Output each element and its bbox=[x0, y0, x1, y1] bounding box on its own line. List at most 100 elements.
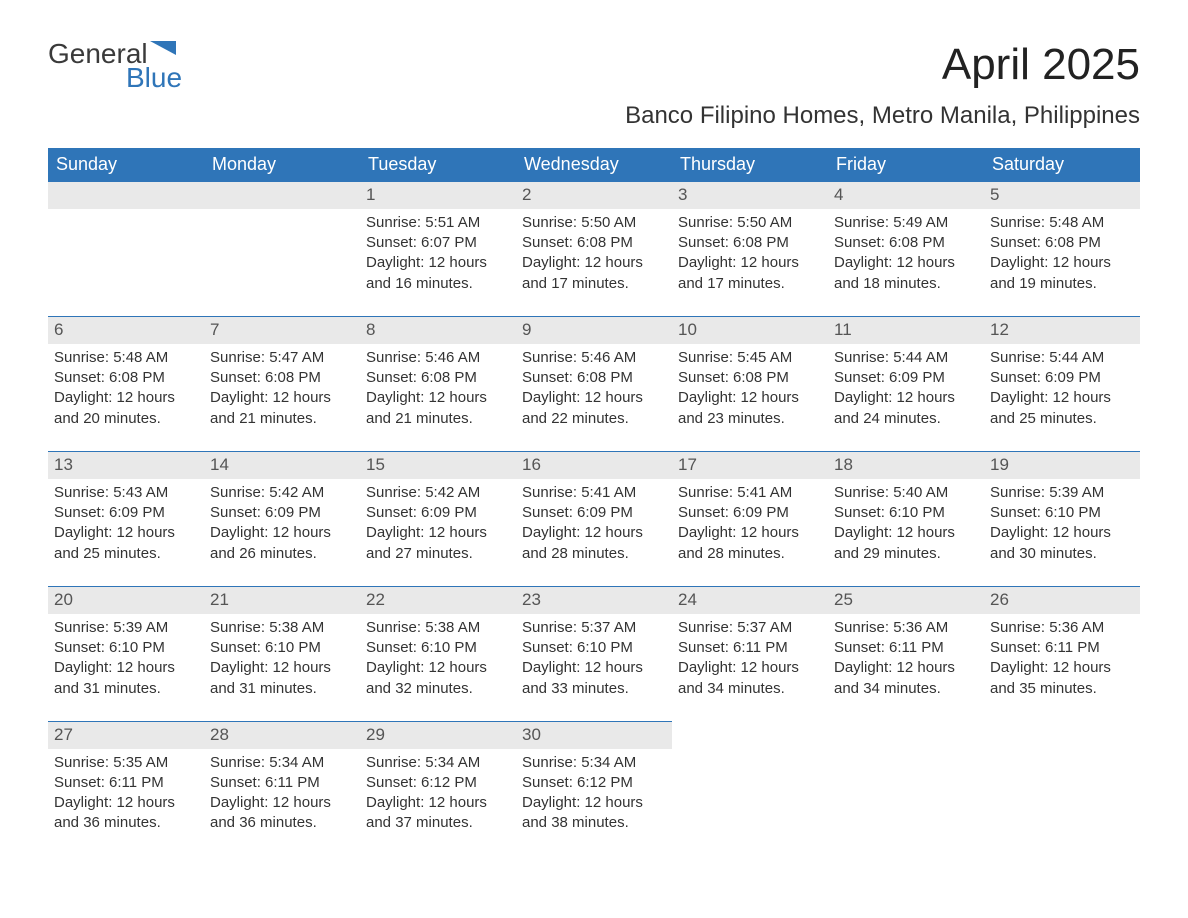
day-number: 28 bbox=[204, 722, 360, 749]
day-number: 19 bbox=[984, 452, 1140, 479]
day-number: 8 bbox=[360, 317, 516, 344]
col-monday: Monday bbox=[204, 148, 360, 182]
day-cell: 6Sunrise: 5:48 AMSunset: 6:08 PMDaylight… bbox=[48, 316, 204, 451]
day-details: Sunrise: 5:41 AMSunset: 6:09 PMDaylight:… bbox=[522, 483, 666, 564]
col-saturday: Saturday bbox=[984, 148, 1140, 182]
daylight-line: Daylight: 12 hours and 17 minutes. bbox=[678, 253, 822, 294]
day-number: 17 bbox=[672, 452, 828, 479]
day-number: 14 bbox=[204, 452, 360, 479]
day-details: Sunrise: 5:50 AMSunset: 6:08 PMDaylight:… bbox=[678, 213, 822, 294]
sunset-line: Sunset: 6:08 PM bbox=[990, 233, 1134, 253]
day-details: Sunrise: 5:50 AMSunset: 6:08 PMDaylight:… bbox=[522, 213, 666, 294]
day-cell: 21Sunrise: 5:38 AMSunset: 6:10 PMDayligh… bbox=[204, 586, 360, 721]
daylight-line: Daylight: 12 hours and 36 minutes. bbox=[210, 793, 354, 834]
daylight-line: Daylight: 12 hours and 21 minutes. bbox=[210, 388, 354, 429]
day-cell: 8Sunrise: 5:46 AMSunset: 6:08 PMDaylight… bbox=[360, 316, 516, 451]
day-details: Sunrise: 5:38 AMSunset: 6:10 PMDaylight:… bbox=[210, 618, 354, 699]
day-details: Sunrise: 5:49 AMSunset: 6:08 PMDaylight:… bbox=[834, 213, 978, 294]
daylight-line: Daylight: 12 hours and 17 minutes. bbox=[522, 253, 666, 294]
day-cell: 3 Sunrise: 5:50 AMSunset: 6:08 PMDaylight… bbox=[672, 182, 828, 317]
daylight-line: Daylight: 12 hours and 36 minutes. bbox=[54, 793, 198, 834]
day-number: 2 bbox=[516, 182, 672, 209]
day-details: Sunrise: 5:40 AMSunset: 6:10 PMDaylight:… bbox=[834, 483, 978, 564]
day-number bbox=[828, 721, 984, 748]
sunrise-line: Sunrise: 5:34 AM bbox=[210, 753, 354, 773]
day-number: 22 bbox=[360, 587, 516, 614]
day-number: 10 bbox=[672, 317, 828, 344]
day-details: Sunrise: 5:42 AMSunset: 6:09 PMDaylight:… bbox=[210, 483, 354, 564]
day-details: Sunrise: 5:51 AMSunset: 6:07 PMDaylight:… bbox=[366, 213, 510, 294]
daylight-line: Daylight: 12 hours and 34 minutes. bbox=[678, 658, 822, 699]
col-wednesday: Wednesday bbox=[516, 148, 672, 182]
sunrise-line: Sunrise: 5:49 AM bbox=[834, 213, 978, 233]
day-details: Sunrise: 5:37 AMSunset: 6:10 PMDaylight:… bbox=[522, 618, 666, 699]
col-thursday: Thursday bbox=[672, 148, 828, 182]
day-number: 5 bbox=[984, 182, 1140, 209]
day-number: 25 bbox=[828, 587, 984, 614]
day-details: Sunrise: 5:44 AMSunset: 6:09 PMDaylight:… bbox=[834, 348, 978, 429]
day-number: 15 bbox=[360, 452, 516, 479]
day-cell: 13Sunrise: 5:43 AMSunset: 6:09 PMDayligh… bbox=[48, 451, 204, 586]
daylight-line: Daylight: 12 hours and 28 minutes. bbox=[522, 523, 666, 564]
week-row: 1Sunrise: 5:51 AMSunset: 6:07 PMDaylight… bbox=[48, 182, 1140, 317]
sunrise-line: Sunrise: 5:41 AM bbox=[678, 483, 822, 503]
daylight-line: Daylight: 12 hours and 22 minutes. bbox=[522, 388, 666, 429]
day-number: 30 bbox=[516, 722, 672, 749]
sunrise-line: Sunrise: 5:44 AM bbox=[834, 348, 978, 368]
day-number: 27 bbox=[48, 722, 204, 749]
daylight-line: Daylight: 12 hours and 25 minutes. bbox=[990, 388, 1134, 429]
day-cell: 11Sunrise: 5:44 AMSunset: 6:09 PMDayligh… bbox=[828, 316, 984, 451]
sunset-line: Sunset: 6:09 PM bbox=[54, 503, 198, 523]
day-number bbox=[48, 182, 204, 209]
day-details: Sunrise: 5:39 AMSunset: 6:10 PMDaylight:… bbox=[990, 483, 1134, 564]
sunset-line: Sunset: 6:09 PM bbox=[990, 368, 1134, 388]
day-cell: 14 Sunrise: 5:42 AMSunset: 6:09 PMDayligh… bbox=[204, 451, 360, 586]
day-details: Sunrise: 5:34 AMSunset: 6:11 PMDaylight:… bbox=[210, 753, 354, 834]
sunset-line: Sunset: 6:09 PM bbox=[366, 503, 510, 523]
day-cell bbox=[672, 721, 828, 855]
day-cell: 30 Sunrise: 5:34 AMSunset: 6:12 PMDayligh… bbox=[516, 721, 672, 855]
day-cell: 24Sunrise: 5:37 AMSunset: 6:11 PMDayligh… bbox=[672, 586, 828, 721]
daylight-line: Daylight: 12 hours and 16 minutes. bbox=[366, 253, 510, 294]
day-details: Sunrise: 5:45 AMSunset: 6:08 PMDaylight:… bbox=[678, 348, 822, 429]
sunset-line: Sunset: 6:09 PM bbox=[678, 503, 822, 523]
sunset-line: Sunset: 6:11 PM bbox=[54, 773, 198, 793]
sunset-line: Sunset: 6:11 PM bbox=[210, 773, 354, 793]
daylight-line: Daylight: 12 hours and 27 minutes. bbox=[366, 523, 510, 564]
sunset-line: Sunset: 6:09 PM bbox=[834, 368, 978, 388]
day-details: Sunrise: 5:34 AMSunset: 6:12 PMDaylight:… bbox=[522, 753, 666, 834]
daylight-line: Daylight: 12 hours and 28 minutes. bbox=[678, 523, 822, 564]
day-cell: 25Sunrise: 5:36 AMSunset: 6:11 PMDayligh… bbox=[828, 586, 984, 721]
sunset-line: Sunset: 6:08 PM bbox=[522, 368, 666, 388]
col-sunday: Sunday bbox=[48, 148, 204, 182]
day-number: 3 bbox=[672, 182, 828, 209]
week-row: 20Sunrise: 5:39 AMSunset: 6:10 PMDayligh… bbox=[48, 586, 1140, 721]
day-details: Sunrise: 5:48 AMSunset: 6:08 PMDaylight:… bbox=[990, 213, 1134, 294]
sunrise-line: Sunrise: 5:38 AM bbox=[366, 618, 510, 638]
day-number: 18 bbox=[828, 452, 984, 479]
day-cell bbox=[204, 182, 360, 317]
day-number: 29 bbox=[360, 722, 516, 749]
day-cell: 26Sunrise: 5:36 AMSunset: 6:11 PMDayligh… bbox=[984, 586, 1140, 721]
day-cell: 10 Sunrise: 5:45 AMSunset: 6:08 PMDayligh… bbox=[672, 316, 828, 451]
sunrise-line: Sunrise: 5:43 AM bbox=[54, 483, 198, 503]
col-friday: Friday bbox=[828, 148, 984, 182]
week-row: 27 Sunrise: 5:35 AMSunset: 6:11 PMDayligh… bbox=[48, 721, 1140, 855]
day-details: Sunrise: 5:34 AMSunset: 6:12 PMDaylight:… bbox=[366, 753, 510, 834]
sunrise-line: Sunrise: 5:40 AM bbox=[834, 483, 978, 503]
day-details: Sunrise: 5:37 AMSunset: 6:11 PMDaylight:… bbox=[678, 618, 822, 699]
sunrise-line: Sunrise: 5:47 AM bbox=[210, 348, 354, 368]
sunset-line: Sunset: 6:11 PM bbox=[834, 638, 978, 658]
daylight-line: Daylight: 12 hours and 24 minutes. bbox=[834, 388, 978, 429]
day-number: 20 bbox=[48, 587, 204, 614]
day-number bbox=[672, 721, 828, 748]
sunrise-line: Sunrise: 5:42 AM bbox=[210, 483, 354, 503]
day-details: Sunrise: 5:48 AMSunset: 6:08 PMDaylight:… bbox=[54, 348, 198, 429]
sunrise-line: Sunrise: 5:48 AM bbox=[54, 348, 198, 368]
day-cell: 5 Sunrise: 5:48 AMSunset: 6:08 PMDaylight… bbox=[984, 182, 1140, 317]
sunset-line: Sunset: 6:08 PM bbox=[678, 368, 822, 388]
day-number: 26 bbox=[984, 587, 1140, 614]
day-details: Sunrise: 5:35 AMSunset: 6:11 PMDaylight:… bbox=[54, 753, 198, 834]
week-row: 13Sunrise: 5:43 AMSunset: 6:09 PMDayligh… bbox=[48, 451, 1140, 586]
page-header: General Blue April 2025 Banco Filipino H… bbox=[48, 40, 1140, 140]
